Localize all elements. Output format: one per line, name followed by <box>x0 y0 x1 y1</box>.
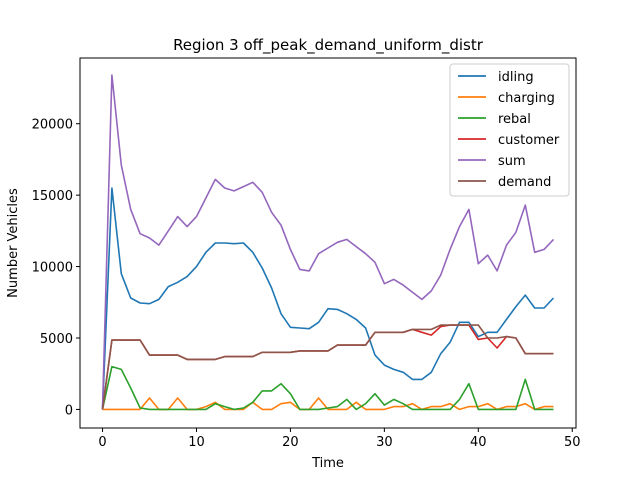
legend-label-demand: demand <box>498 175 551 190</box>
series-line-sum <box>101 74 555 410</box>
legend-label-rebal: rebal <box>498 112 531 127</box>
x-tick-label: 10 <box>188 435 205 450</box>
y-tick-label: 10000 <box>32 261 73 276</box>
legend-label-customer: customer <box>498 133 560 148</box>
y-axis-ticks: 0 5000 10000 15000 20000 <box>32 118 80 418</box>
x-axis-ticks: 0 10 20 30 40 50 <box>98 428 581 450</box>
y-tick-label: 15000 <box>32 189 73 204</box>
x-tick-label: 20 <box>282 435 299 450</box>
y-tick-label: 0 <box>65 403 73 418</box>
y-tick-label: 20000 <box>32 118 73 133</box>
series-line-idling <box>101 187 555 410</box>
legend-label-sum: sum <box>498 154 526 169</box>
x-tick-label: 50 <box>564 435 581 450</box>
y-axis-label: Number Vehicles <box>6 188 21 298</box>
x-tick-label: 40 <box>470 435 487 450</box>
series-lines <box>101 74 555 411</box>
chart-title: Region 3 off_peak_demand_uniform_distr <box>173 36 484 55</box>
series-line-charging <box>102 397 554 411</box>
series-line-demand <box>101 324 554 410</box>
legend: idling charging rebal customer sum demand <box>449 63 570 197</box>
x-tick-label: 0 <box>98 435 106 450</box>
x-tick-label: 30 <box>376 435 393 450</box>
legend-label-idling: idling <box>498 70 534 85</box>
plot-frame <box>79 57 577 429</box>
x-axis-label: Time <box>311 456 344 471</box>
legend-label-charging: charging <box>498 91 555 106</box>
y-tick-label: 5000 <box>40 332 73 347</box>
series-line-rebal <box>101 365 554 411</box>
